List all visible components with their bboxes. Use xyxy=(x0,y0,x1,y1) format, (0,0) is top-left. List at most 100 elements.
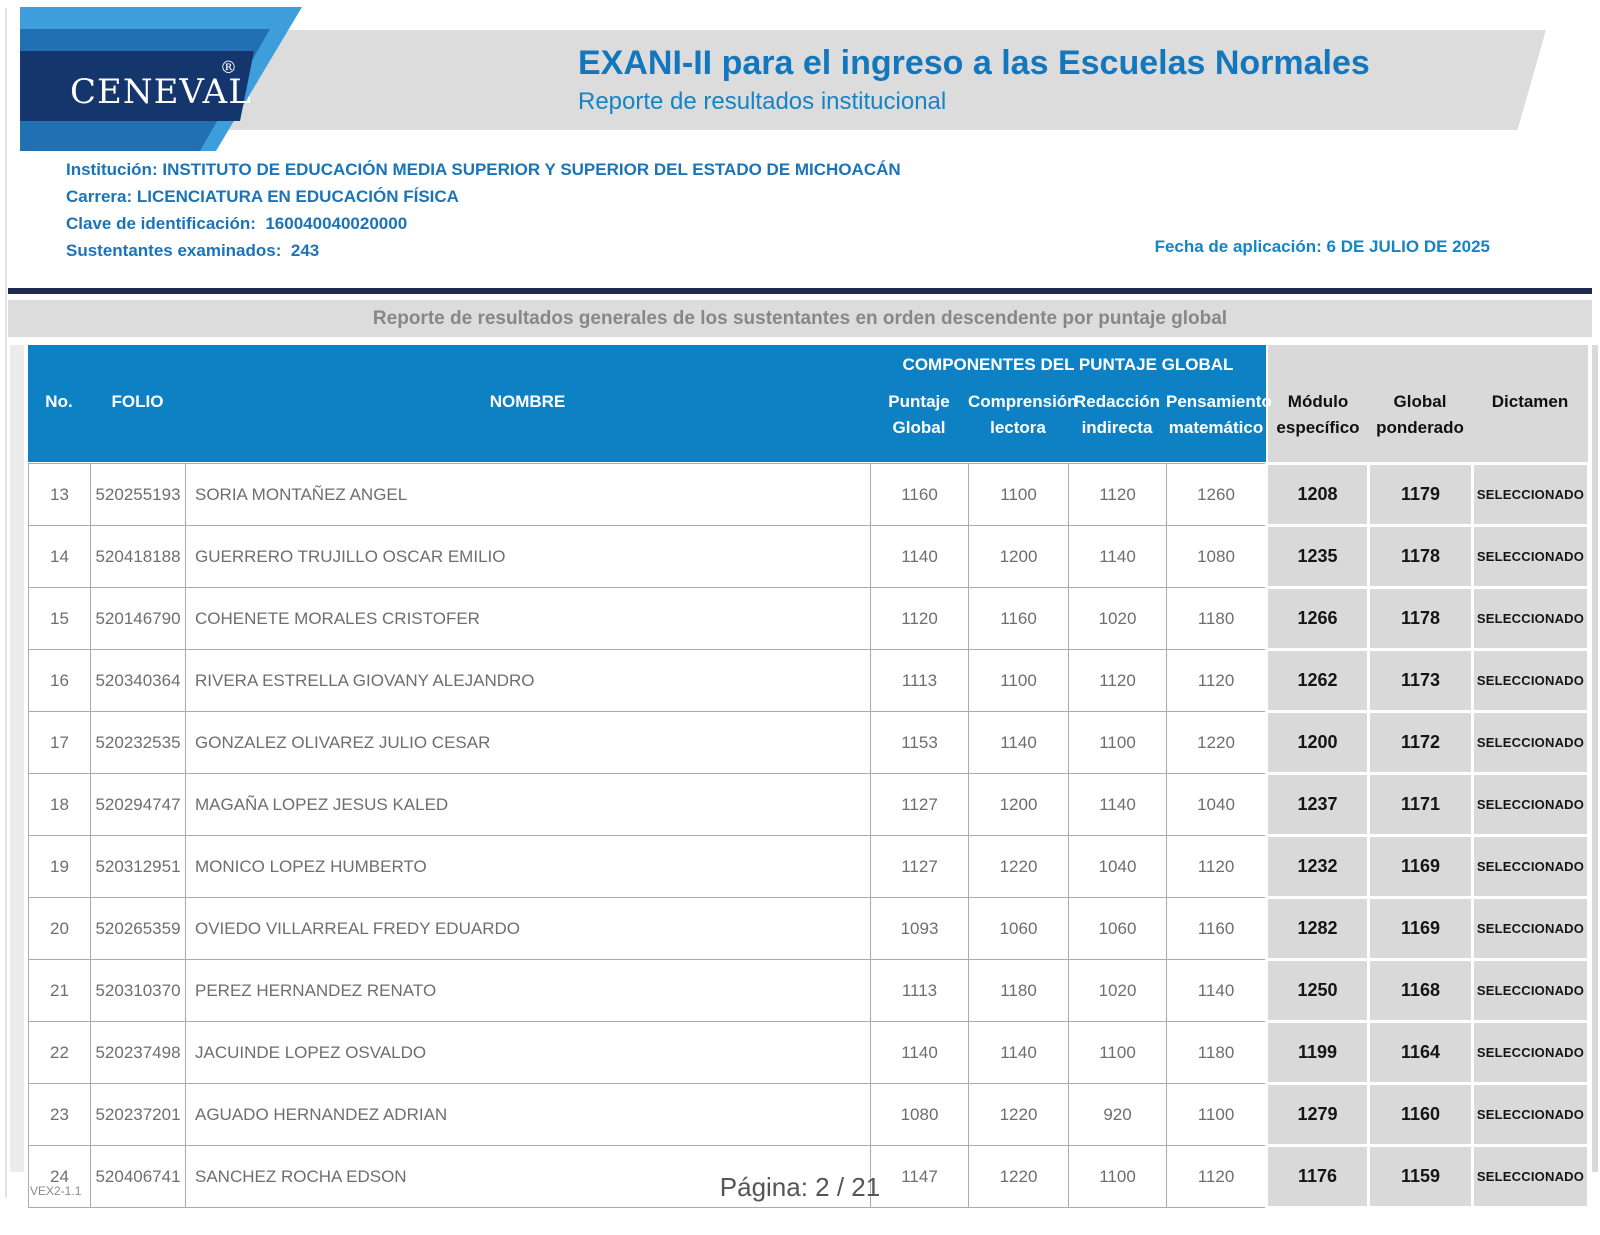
table-row: 13 520255193 SORIA MONTAÑEZ ANGEL 1160 1100 1… xyxy=(28,462,1590,527)
col-header-puntaje-global: Puntaje Global xyxy=(870,389,968,441)
results-table: 13 520255193 SORIA MONTAÑEZ ANGEL 1160 1100 1… xyxy=(28,462,1590,1209)
pensamiento-matematico-cell: 1160 xyxy=(1166,897,1267,960)
comprension-lectora-cell: 1220 xyxy=(968,1083,1069,1146)
puntaje-global-cell: 1140 xyxy=(870,1021,969,1084)
col-header-puntaje-global-line2: Global xyxy=(892,418,946,437)
dictamen-cell: SELECCIONADO xyxy=(1471,834,1590,899)
folio-cell: 520418188 xyxy=(90,525,186,588)
no-cell: 19 xyxy=(28,835,91,898)
dictamen-cell: SELECCIONADO xyxy=(1471,1144,1590,1209)
folio-cell: 520294747 xyxy=(90,773,186,836)
fecha-value: 6 DE JULIO DE 2025 xyxy=(1326,237,1490,256)
logo-navy-shape xyxy=(20,51,254,121)
col-header-puntaje-global-line1: Puntaje xyxy=(888,392,950,411)
comprension-lectora-cell: 1200 xyxy=(968,773,1069,836)
pensamiento-matematico-cell: 1120 xyxy=(1166,1145,1267,1208)
pensamiento-matematico-cell: 1120 xyxy=(1166,835,1267,898)
puntaje-global-cell: 1113 xyxy=(870,959,969,1022)
puntaje-global-cell: 1113 xyxy=(870,649,969,712)
clave-value: 160040040020000 xyxy=(265,214,408,233)
comprension-lectora-cell: 1160 xyxy=(968,587,1069,650)
global-ponderado-cell: 1164 xyxy=(1367,1020,1474,1085)
table-row: 23 520237201 AGUADO HERNANDEZ ADRIAN 1080 12… xyxy=(28,1082,1590,1147)
section-title: Reporte de resultados generales de los s… xyxy=(372,307,1228,329)
modulo-especifico-cell: 1200 xyxy=(1265,710,1370,775)
puntaje-global-cell: 1160 xyxy=(870,463,969,526)
pensamiento-matematico-cell: 1180 xyxy=(1166,587,1267,650)
fecha-line: Fecha de aplicación: 6 DE JULIO DE 2025 xyxy=(1155,237,1490,257)
folio-cell: 520406741 xyxy=(90,1145,186,1208)
header-banner xyxy=(190,30,1546,130)
col-header-modulo-line2: específico xyxy=(1276,418,1360,437)
nombre-cell: SANCHEZ ROCHA EDSON xyxy=(185,1145,871,1208)
global-ponderado-cell: 1171 xyxy=(1367,772,1474,837)
table-header: COMPONENTES DEL PUNTAJE GLOBAL No. FOLIO… xyxy=(28,345,1588,462)
col-header-pensamiento-line2: matemático xyxy=(1168,418,1264,437)
dictamen-cell: SELECCIONADO xyxy=(1471,772,1590,837)
nombre-cell: GUERRERO TRUJILLO OSCAR EMILIO xyxy=(185,525,871,588)
folio-cell: 520146790 xyxy=(90,587,186,650)
col-header-redaccion-line1: Redacción xyxy=(1074,392,1160,411)
redaccion-indirecta-cell: 1100 xyxy=(1068,1021,1167,1084)
table-row: 14 520418188 GUERRERO TRUJILLO OSCAR EMILI… xyxy=(28,524,1590,589)
puntaje-global-cell: 1147 xyxy=(870,1145,969,1208)
puntaje-global-cell: 1120 xyxy=(870,587,969,650)
carrera-value: LICENCIATURA EN EDUCACIÓN FÍSICA xyxy=(136,187,459,206)
no-cell: 23 xyxy=(28,1083,91,1146)
folio-cell: 520255193 xyxy=(90,463,186,526)
comprension-lectora-cell: 1140 xyxy=(968,711,1069,774)
page-edge-line xyxy=(5,8,7,1198)
redaccion-indirecta-cell: 1040 xyxy=(1068,835,1167,898)
nombre-cell: MONICO LOPEZ HUMBERTO xyxy=(185,835,871,898)
dictamen-cell: SELECCIONADO xyxy=(1471,524,1590,589)
puntaje-global-cell: 1093 xyxy=(870,897,969,960)
pensamiento-matematico-cell: 1140 xyxy=(1166,959,1267,1022)
puntaje-global-cell: 1153 xyxy=(870,711,969,774)
navy-divider xyxy=(8,288,1592,294)
no-cell: 14 xyxy=(28,525,91,588)
global-ponderado-cell: 1168 xyxy=(1367,958,1474,1023)
comprension-lectora-cell: 1140 xyxy=(968,1021,1069,1084)
col-header-pensamiento-line1: Pensamiento xyxy=(1166,392,1272,411)
nombre-cell: PEREZ HERNANDEZ RENATO xyxy=(185,959,871,1022)
redaccion-indirecta-cell: 1100 xyxy=(1068,1145,1167,1208)
comprension-lectora-cell: 1100 xyxy=(968,649,1069,712)
page-indicator: Página: 2 / 21 xyxy=(719,1172,881,1202)
puntaje-global-cell: 1140 xyxy=(870,525,969,588)
modulo-especifico-cell: 1262 xyxy=(1265,648,1370,713)
table-row: 18 520294747 MAGAÑA LOPEZ JESUS KALED 1127 1… xyxy=(28,772,1590,837)
col-header-comprension-line2: lectora xyxy=(990,418,1046,437)
dictamen-cell: SELECCIONADO xyxy=(1471,1020,1590,1085)
form-version: VEX2-1.1 xyxy=(30,1184,82,1198)
redaccion-indirecta-cell: 1060 xyxy=(1068,897,1167,960)
col-header-global-ponderado-line1: Global xyxy=(1393,392,1447,411)
table-row: 21 520310370 PEREZ HERNANDEZ RENATO 1113 118… xyxy=(28,958,1590,1023)
modulo-especifico-cell: 1232 xyxy=(1265,834,1370,899)
folio-cell: 520310370 xyxy=(90,959,186,1022)
modulo-especifico-cell: 1208 xyxy=(1265,462,1370,527)
table-header-blue-band xyxy=(28,345,1266,462)
modulo-especifico-cell: 1176 xyxy=(1265,1144,1370,1209)
modulo-especifico-cell: 1237 xyxy=(1265,772,1370,837)
col-header-folio: FOLIO xyxy=(111,392,164,411)
col-header-comprension-line1: Comprensión xyxy=(968,392,1078,411)
pensamiento-matematico-cell: 1220 xyxy=(1166,711,1267,774)
dictamen-cell: SELECCIONADO xyxy=(1471,648,1590,713)
puntaje-global-cell: 1080 xyxy=(870,1083,969,1146)
comprension-lectora-cell: 1200 xyxy=(968,525,1069,588)
table-row: 15 520146790 COHENETE MORALES CRISTOFER 112… xyxy=(28,586,1590,651)
dictamen-cell: SELECCIONADO xyxy=(1471,896,1590,961)
redaccion-indirecta-cell: 1140 xyxy=(1068,525,1167,588)
no-cell: 17 xyxy=(28,711,91,774)
pensamiento-matematico-cell: 1180 xyxy=(1166,1021,1267,1084)
folio-cell: 520232535 xyxy=(90,711,186,774)
global-ponderado-cell: 1179 xyxy=(1367,462,1474,527)
dictamen-cell: SELECCIONADO xyxy=(1471,710,1590,775)
comprension-lectora-cell: 1060 xyxy=(968,897,1069,960)
puntaje-global-cell: 1127 xyxy=(870,835,969,898)
nombre-cell: MAGAÑA LOPEZ JESUS KALED xyxy=(185,773,871,836)
modulo-especifico-cell: 1279 xyxy=(1265,1082,1370,1147)
pensamiento-matematico-cell: 1100 xyxy=(1166,1083,1267,1146)
modulo-especifico-cell: 1266 xyxy=(1265,586,1370,651)
pensamiento-matematico-cell: 1120 xyxy=(1166,649,1267,712)
